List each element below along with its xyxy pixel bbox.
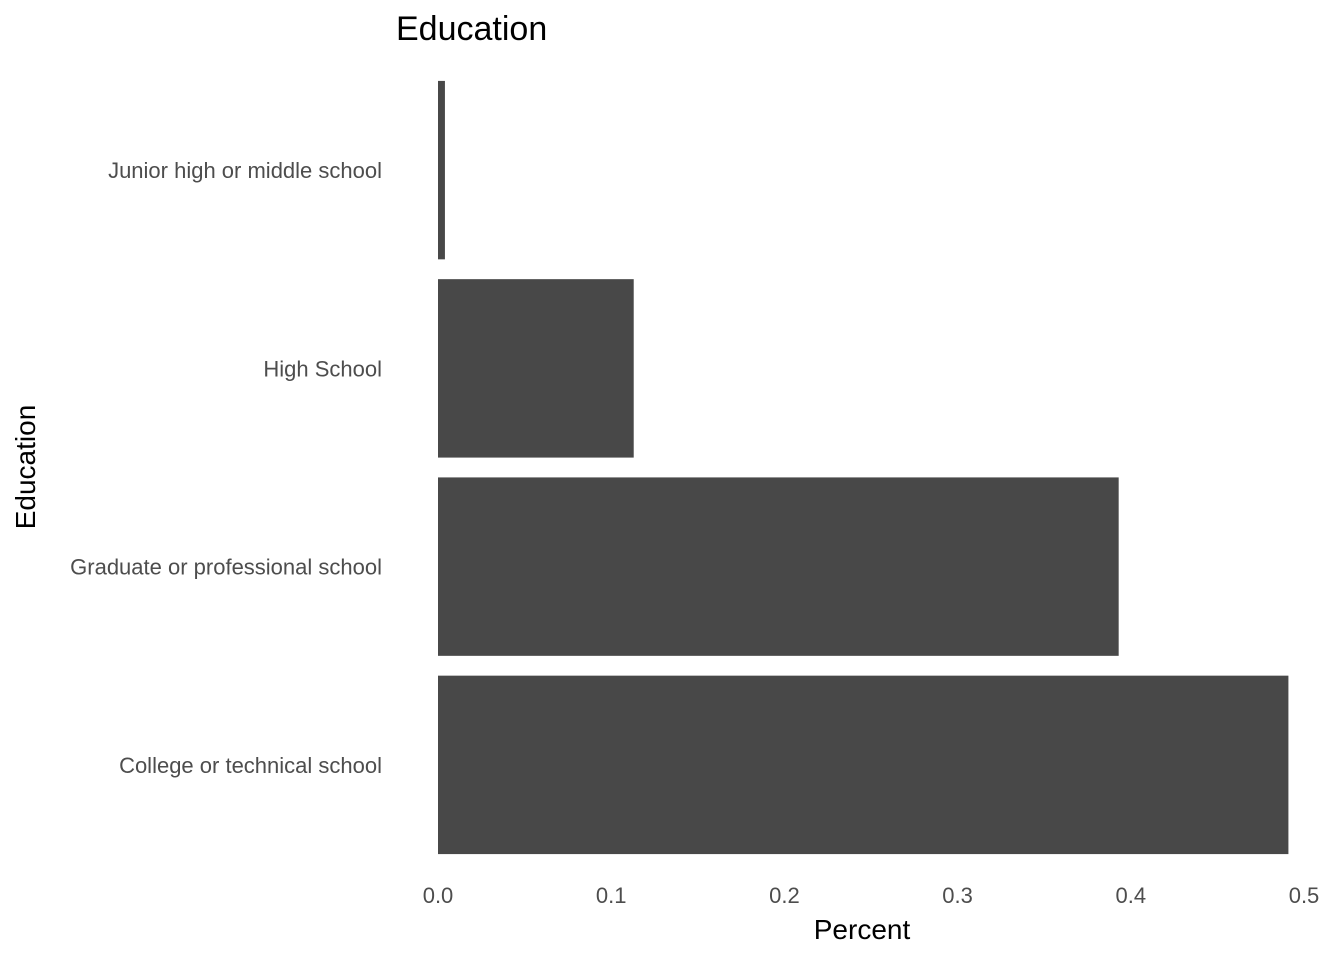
x-tick-label: 0.2 (769, 883, 800, 908)
x-axis-title: Percent (814, 914, 911, 945)
x-tick-label: 0.3 (942, 883, 973, 908)
x-tick-label: 0.5 (1289, 883, 1320, 908)
bar (438, 279, 634, 458)
y-tick-labels: College or technical school Graduate or p… (70, 158, 382, 778)
x-tick-label: 0.0 (423, 883, 454, 908)
x-tick-label: 0.4 (1116, 883, 1147, 908)
x-tick-labels: 0.0 0.1 0.2 0.3 0.4 0.5 (423, 883, 1320, 908)
y-axis-title: Education (10, 405, 41, 530)
y-tick-label: Junior high or middle school (108, 158, 382, 183)
bar (438, 80, 445, 260)
chart-title: Education (396, 10, 547, 48)
x-tick-label: 0.1 (596, 883, 627, 908)
bars-group (438, 80, 1289, 855)
y-tick-label: Graduate or professional school (70, 555, 382, 580)
y-tick-label: High School (263, 356, 382, 381)
bar (438, 477, 1119, 656)
y-tick-label: College or technical school (119, 753, 382, 778)
bar (438, 675, 1289, 855)
